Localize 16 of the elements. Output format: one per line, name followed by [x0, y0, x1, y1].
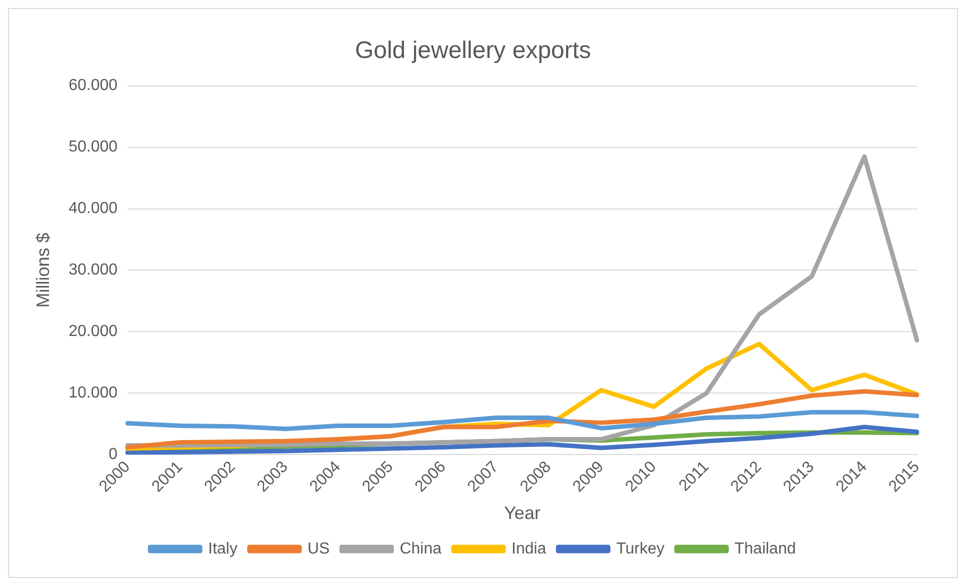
y-tick-label: 60.000 [68, 77, 118, 94]
y-axis-title: Millions $ [32, 232, 53, 308]
y-tick-label: 40.000 [68, 200, 118, 218]
x-axis-title: Year [504, 503, 540, 524]
y-tick-label: 20.000 [68, 323, 118, 340]
legend-label: Thailand [734, 540, 796, 558]
legend-label: Italy [208, 540, 238, 558]
legend-label: China [400, 540, 442, 558]
y-tick-label: 0 [108, 446, 118, 464]
chart-title: Gold jewellery exports [354, 37, 592, 64]
y-tick-label: 50.000 [68, 138, 118, 156]
y-tick-label: 30.000 [68, 262, 118, 279]
legend-label: Turkey [616, 540, 665, 558]
legend-label: India [512, 540, 546, 558]
legend-label: US [307, 540, 330, 558]
y-tick-label: 10.000 [68, 384, 118, 402]
